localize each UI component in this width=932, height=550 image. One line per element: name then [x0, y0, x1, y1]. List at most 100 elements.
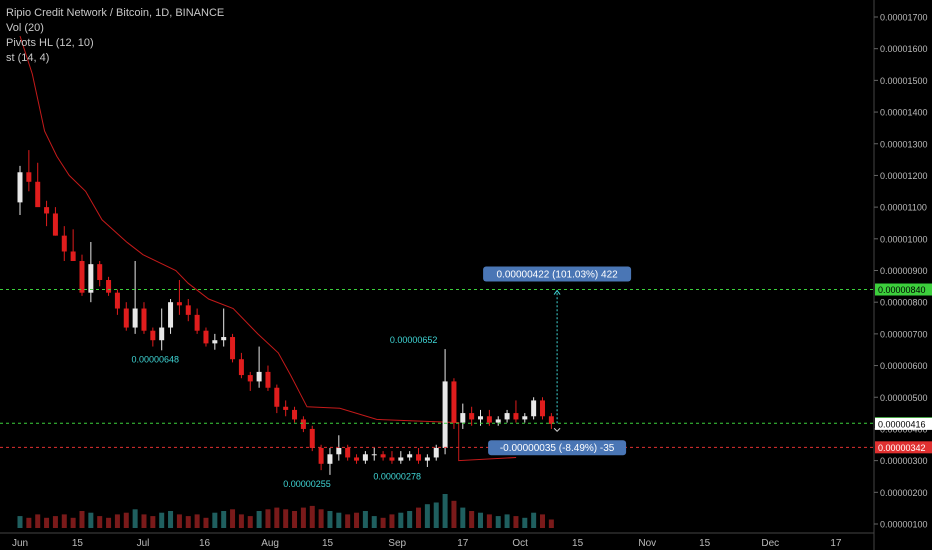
candle-body [97, 264, 103, 281]
volume-bar [513, 516, 519, 528]
x-tick-label: Jul [137, 538, 150, 549]
volume-bar [309, 505, 315, 528]
x-tick-label: 16 [199, 538, 211, 549]
candle-body [26, 172, 32, 182]
price-label-box [875, 417, 932, 430]
x-tick-label: 15 [699, 538, 711, 549]
x-tick-label: 15 [322, 538, 334, 549]
candle-body [398, 457, 404, 461]
volume-bar [548, 519, 554, 528]
volume-bar [185, 516, 191, 528]
volume-bar [203, 517, 209, 528]
measure-up-label: 0.00000422 (101.03%) 422 [496, 270, 618, 281]
candle-body [442, 381, 448, 448]
y-tick-label: 0.00001500 [880, 76, 928, 86]
volume-bar [362, 511, 368, 528]
pivot-label: 0.00000648 [132, 354, 180, 364]
volume-bar [300, 507, 306, 528]
candle-body [380, 454, 386, 458]
x-tick-label: Jun [12, 538, 28, 549]
volume-bar [495, 516, 501, 528]
volume-bar [44, 517, 50, 528]
volume-bar [141, 514, 147, 528]
measure-down-box [488, 440, 627, 456]
indicator-pivots[interactable]: Pivots HL (12, 10) [6, 37, 94, 49]
y-tick-label: 0.00001000 [880, 234, 928, 244]
indicator-supertrend[interactable]: st (14, 4) [6, 52, 50, 64]
volume-bar [230, 509, 236, 528]
candle-body [159, 327, 165, 341]
y-tick-label: 0.00001100 [880, 203, 927, 213]
volume-bar [212, 512, 218, 528]
x-tick-label: Sep [388, 538, 406, 549]
candle-body [513, 413, 519, 420]
candle-body [292, 409, 298, 420]
volume-bar [416, 507, 422, 528]
volume-bar [371, 516, 377, 528]
x-tick-label: Oct [512, 538, 528, 549]
volume-bar [540, 514, 546, 528]
candle-body [203, 330, 209, 344]
volume-bar [123, 512, 129, 528]
price-label-box [875, 441, 932, 454]
volume-bar [433, 502, 439, 528]
price-label: 0.00000840 [878, 285, 926, 295]
candle-body [265, 371, 271, 388]
volume-bar [159, 512, 165, 528]
volume-bar [283, 509, 289, 528]
candle-body [354, 457, 360, 461]
candle-body [478, 416, 484, 420]
x-tick-label: 15 [572, 538, 584, 549]
volume-bar [150, 516, 156, 528]
candle-body [460, 413, 466, 423]
chart-legend: Ripio Credit Network / Bitcoin, 1D, BINA… [6, 6, 224, 66]
pivot-label: 0.00000255 [283, 479, 331, 489]
supertrend-line [19, 35, 517, 462]
pivot-label: 0.00000652 [390, 335, 438, 345]
candle-body [345, 447, 351, 458]
y-tick-label: 0.00000500 [880, 393, 928, 403]
indicator-volume[interactable]: Vol (20) [6, 22, 44, 34]
candle-body [416, 454, 422, 461]
volume-bar [389, 514, 395, 528]
y-tick-label: 0.00000700 [880, 329, 928, 339]
y-tick-label: 0.00001400 [880, 108, 928, 118]
candle-body [274, 387, 280, 407]
volume-bar [26, 517, 32, 528]
measure-down-label: -0.00000035 (-8.49%) -35 [500, 443, 615, 454]
volume-bar [274, 507, 280, 528]
volume-bar [132, 509, 138, 528]
candle-body [106, 280, 112, 293]
symbol-title: Ripio Credit Network / Bitcoin, 1D, BINA… [6, 7, 225, 19]
volume-bar [247, 516, 253, 528]
volume-bar [354, 512, 360, 528]
candle-body [300, 419, 306, 429]
volume-bar [70, 517, 76, 528]
measure-up-box [483, 266, 632, 282]
x-tick-label: Aug [261, 538, 279, 549]
candle-body [123, 308, 129, 328]
volume-bar [398, 512, 404, 528]
candle-body [469, 413, 475, 420]
y-tick-label: 0.00001300 [880, 139, 928, 149]
volume-bar [17, 516, 23, 528]
candle-body [389, 457, 395, 461]
candle-body [114, 292, 120, 309]
candle-body [495, 419, 501, 423]
candle-body [35, 181, 41, 208]
volume-bar [97, 516, 103, 528]
candle-body [88, 264, 94, 293]
y-tick-label: 0.00000200 [880, 488, 928, 498]
volume-bar [52, 516, 58, 528]
y-tick-label: 0.00001600 [880, 44, 928, 54]
candle-body [522, 416, 528, 420]
volume-bar [168, 511, 174, 528]
candle-body [548, 416, 554, 424]
volume-bar [486, 514, 492, 528]
volume-bar [318, 509, 324, 528]
candle-body [540, 400, 546, 417]
x-tick-label: Dec [761, 538, 779, 549]
candle-body [256, 371, 262, 382]
